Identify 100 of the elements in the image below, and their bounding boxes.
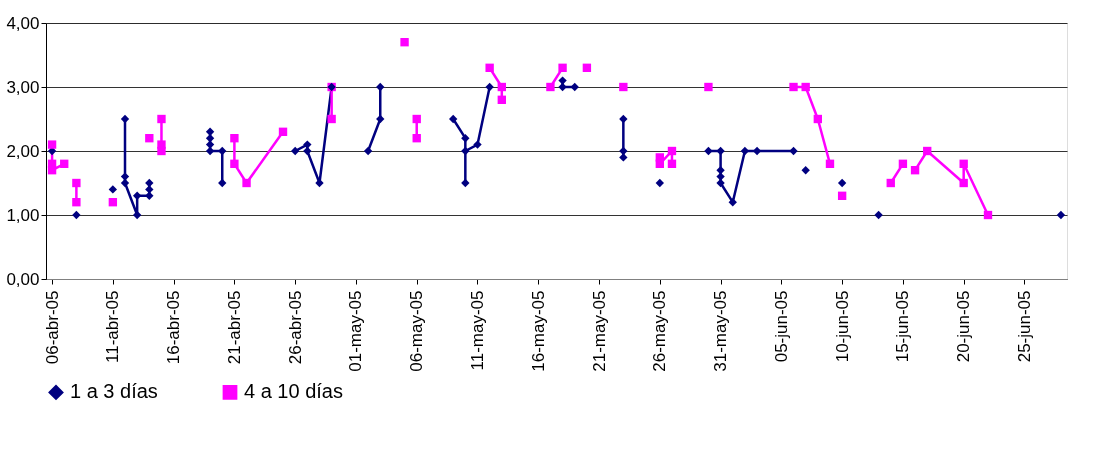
x-tick-label: 26-may-05: [650, 290, 670, 372]
point: [825, 159, 835, 168]
point: [801, 82, 810, 92]
x-tick-label: 21-may-05: [589, 290, 609, 372]
x-tick-label: 06-abr-05: [42, 290, 62, 365]
x-tick-label: 06-may-05: [407, 290, 427, 372]
x-tick-label: 31-may-05: [711, 290, 731, 372]
point: [728, 198, 737, 207]
point: [47, 166, 57, 175]
point: [558, 63, 567, 72]
point: [60, 159, 69, 168]
point: [132, 191, 142, 200]
point: [72, 178, 81, 188]
point: [558, 76, 567, 85]
point: [716, 172, 725, 181]
point: [983, 210, 993, 220]
point: [497, 82, 506, 92]
y-tick-label: 3,00: [6, 77, 40, 97]
point: [485, 82, 494, 92]
point: [205, 134, 215, 143]
point: [145, 134, 154, 143]
point: [655, 178, 664, 188]
point: [290, 146, 300, 156]
point: [619, 82, 628, 92]
point: [72, 198, 81, 207]
point: [485, 63, 494, 72]
point: [497, 95, 506, 104]
legend-label: 4 a 10 días: [244, 380, 343, 403]
point: [667, 159, 677, 168]
point: [412, 114, 421, 124]
point: [230, 159, 239, 168]
point: [205, 127, 215, 136]
x-tick-label: 11-abr-05: [103, 290, 123, 363]
point: [400, 38, 409, 47]
point: [461, 178, 470, 188]
point: [801, 166, 810, 175]
point: [655, 159, 664, 168]
point: [157, 114, 166, 124]
point: [72, 210, 81, 220]
point: [837, 191, 847, 200]
x-tick-label: 16-may-05: [528, 290, 548, 372]
point: [327, 114, 336, 124]
point: [120, 114, 130, 124]
x-tick-label: 21-abr-05: [224, 290, 244, 365]
y-tick-label: 0,00: [6, 269, 40, 289]
point: [278, 127, 288, 136]
point: [145, 178, 154, 188]
point: [582, 63, 592, 72]
y-tick-label: 4,00: [6, 13, 40, 33]
y-tick-label: 2,00: [6, 141, 40, 161]
point: [667, 146, 677, 156]
point: [716, 146, 725, 156]
point: [789, 146, 798, 156]
legend-label: 1 a 3 días: [70, 380, 158, 403]
point: [789, 82, 798, 92]
point: [218, 146, 227, 156]
point: [558, 82, 567, 92]
point: [303, 146, 312, 156]
point: [898, 159, 908, 168]
point: [108, 198, 118, 207]
point: [704, 146, 713, 156]
x-tick-label: 10-jun-05: [832, 290, 852, 363]
x-tick-label: 11-may-05: [467, 290, 487, 371]
point: [145, 185, 154, 194]
point: [205, 146, 215, 156]
point: [910, 166, 920, 175]
point: [145, 191, 154, 200]
point: [449, 114, 458, 124]
point: [376, 82, 385, 92]
x-tick-label: 26-abr-05: [285, 290, 305, 365]
point: [923, 146, 932, 156]
point: [959, 159, 968, 168]
point: [874, 210, 883, 220]
point: [1056, 210, 1066, 220]
point: [473, 140, 482, 149]
point: [886, 178, 895, 188]
x-tick-label: 05-jun-05: [771, 290, 791, 363]
x-tick-label: 15-jun-05: [893, 290, 913, 363]
point: [619, 114, 628, 124]
x-tick-label: 01-may-05: [346, 290, 366, 372]
point: [619, 153, 628, 162]
point: [461, 146, 470, 156]
point: [461, 134, 470, 143]
point: [837, 178, 847, 188]
x-tick-label: 16-abr-05: [164, 290, 184, 365]
point: [242, 178, 251, 188]
point: [546, 82, 555, 92]
point: [108, 185, 118, 194]
point: [376, 114, 385, 124]
point: [132, 210, 142, 220]
x-tick-label: 20-jun-05: [954, 290, 974, 363]
point: [716, 178, 725, 188]
x-tick-label: 25-jun-05: [1014, 290, 1034, 363]
y-tick-label: 1,00: [6, 205, 40, 225]
point: [412, 134, 421, 143]
point: [47, 140, 57, 149]
point: [704, 82, 713, 92]
point: [363, 146, 373, 156]
point: [303, 140, 312, 149]
point: [570, 82, 579, 92]
